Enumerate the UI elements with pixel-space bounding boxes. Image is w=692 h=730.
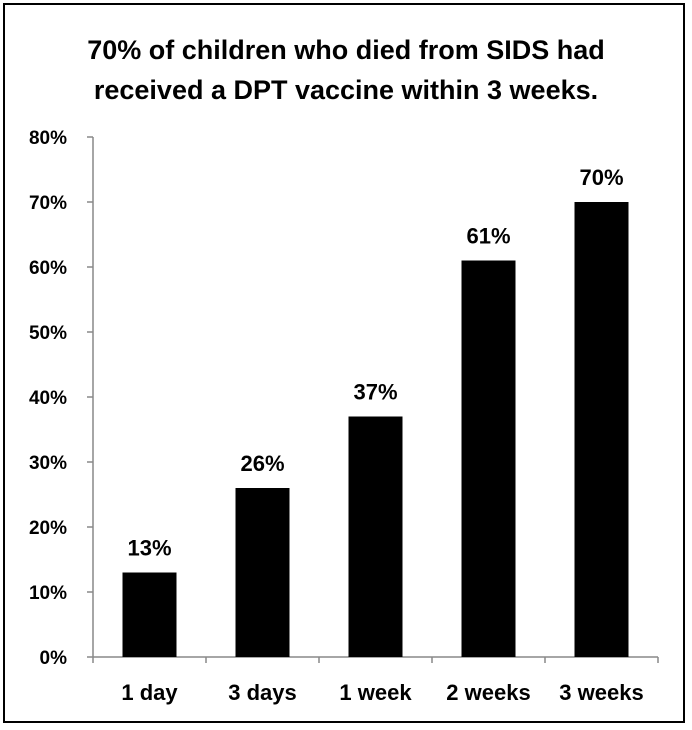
bar xyxy=(235,488,290,657)
x-tick-label: 3 days xyxy=(228,680,297,705)
y-tick-label: 0% xyxy=(40,648,68,669)
chart-frame xyxy=(3,3,685,723)
bar xyxy=(461,260,516,657)
data-label: 70% xyxy=(579,165,623,190)
y-tick-label: 70% xyxy=(29,193,67,214)
bar xyxy=(122,572,177,657)
labels: 0% 10% 20% 30% 40% 50% 60% 70% 80% 13% 1 day 26% 3 d… xyxy=(29,128,644,705)
data-label: 37% xyxy=(353,380,397,405)
x-tick-label: 2 weeks xyxy=(446,680,530,705)
data-label: 61% xyxy=(466,224,510,249)
y-tick-label: 60% xyxy=(29,258,67,279)
y-tick-label: 80% xyxy=(29,128,67,149)
data-label: 26% xyxy=(240,451,284,476)
bar xyxy=(348,416,403,657)
y-tick-label: 30% xyxy=(29,453,67,474)
chart-title: 70% of children who died from SIDS had r… xyxy=(87,35,605,105)
x-tick-label: 3 weeks xyxy=(559,680,643,705)
y-tick-label: 10% xyxy=(29,583,67,604)
y-tick-label: 40% xyxy=(29,388,67,409)
bar xyxy=(574,202,629,657)
data-label: 13% xyxy=(127,536,171,561)
x-tick-label: 1 day xyxy=(121,680,178,705)
y-tick-label: 50% xyxy=(29,323,67,344)
bars xyxy=(122,202,629,657)
x-tick-label: 1 week xyxy=(339,680,412,705)
y-tick-label: 20% xyxy=(29,518,67,539)
